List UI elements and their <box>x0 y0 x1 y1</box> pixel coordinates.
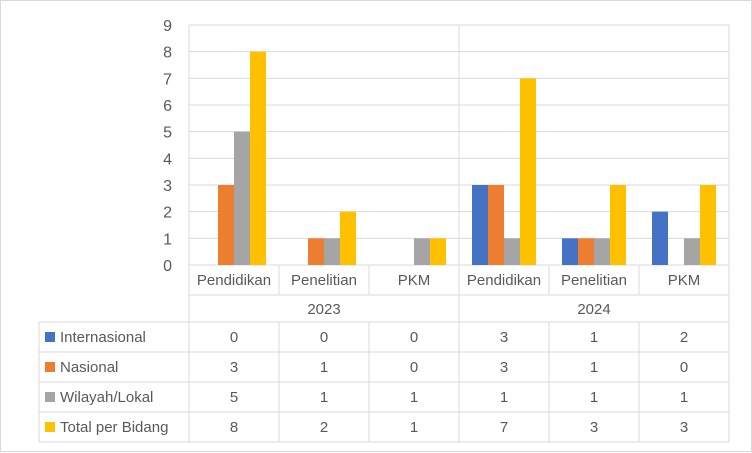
bar <box>472 185 488 265</box>
y-tick-label: 4 <box>163 151 172 168</box>
group-label: 2024 <box>577 301 610 318</box>
legend-swatch <box>45 392 55 402</box>
category-label: Pendidikan <box>197 272 271 289</box>
data-table-cell: 0 <box>230 329 238 346</box>
y-tick-label: 7 <box>163 71 172 88</box>
data-table-cell: 1 <box>590 389 598 406</box>
data-table-cell: 1 <box>680 389 688 406</box>
data-table-cell: 2 <box>680 329 688 346</box>
bar <box>308 238 324 265</box>
group-label: 2023 <box>307 301 340 318</box>
data-table-cell: 1 <box>320 389 328 406</box>
legend-label: Nasional <box>60 359 118 376</box>
y-tick-label: 3 <box>163 178 172 195</box>
bar <box>684 238 700 265</box>
bar <box>504 238 520 265</box>
data-table-cell: 0 <box>320 329 328 346</box>
data-table-cell: 1 <box>590 329 598 346</box>
y-tick-label: 9 <box>163 18 172 35</box>
bar <box>250 51 266 265</box>
category-label: PKM <box>398 272 431 289</box>
bar <box>610 185 626 265</box>
data-table-cell: 7 <box>500 419 508 436</box>
bar <box>218 185 234 265</box>
bar <box>340 211 356 265</box>
data-table-cell: 1 <box>410 389 418 406</box>
data-table-cell: 3 <box>680 419 688 436</box>
category-label: Pendidikan <box>467 272 541 289</box>
y-tick-label: 0 <box>163 258 172 275</box>
bar <box>594 238 610 265</box>
bar <box>520 78 536 265</box>
legend-swatch <box>45 332 55 342</box>
data-table-cell: 8 <box>230 419 238 436</box>
data-table-cell: 1 <box>500 389 508 406</box>
data-table-cell: 0 <box>680 359 688 376</box>
legend-swatch <box>45 422 55 432</box>
category-label: Penelitian <box>291 272 357 289</box>
y-tick-label: 6 <box>163 98 172 115</box>
data-table-cell: 2 <box>320 419 328 436</box>
y-tick-label: 1 <box>163 231 172 248</box>
data-table-cell: 3 <box>590 419 598 436</box>
y-tick-label: 8 <box>163 45 172 62</box>
data-table-cell: 0 <box>410 359 418 376</box>
data-table-cell: 0 <box>410 329 418 346</box>
data-table-cell: 3 <box>230 359 238 376</box>
bar <box>700 185 716 265</box>
data-table-cell: 3 <box>500 359 508 376</box>
category-label: Penelitian <box>561 272 627 289</box>
category-label: PKM <box>668 272 701 289</box>
data-table-cell: 1 <box>410 419 418 436</box>
y-tick-label: 5 <box>163 125 172 142</box>
bar <box>562 238 578 265</box>
bar <box>652 211 668 265</box>
y-tick-label: 2 <box>163 205 172 222</box>
data-table-cell: 1 <box>320 359 328 376</box>
data-table-cell: 5 <box>230 389 238 406</box>
legend-label: Wilayah/Lokal <box>60 389 153 406</box>
bar <box>234 131 250 265</box>
data-table-cell: 3 <box>500 329 508 346</box>
bar <box>578 238 594 265</box>
legend-label: Internasional <box>60 329 146 346</box>
bar <box>324 238 340 265</box>
bar <box>430 238 446 265</box>
data-table-cell: 1 <box>590 359 598 376</box>
bar <box>414 238 430 265</box>
legend-swatch <box>45 362 55 372</box>
bar <box>488 185 504 265</box>
legend-label: Total per Bidang <box>60 419 168 436</box>
